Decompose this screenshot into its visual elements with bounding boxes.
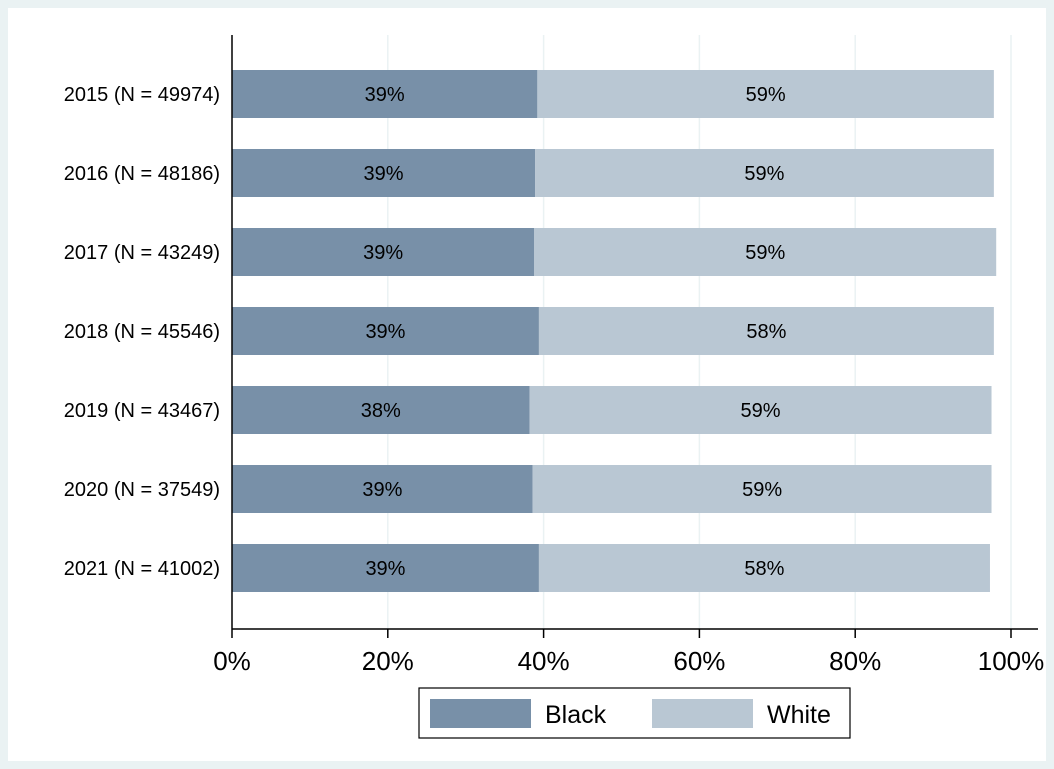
bar-white: [529, 386, 992, 434]
bar-value-label: 39%: [363, 242, 403, 264]
x-tick-label: 60%: [673, 646, 725, 676]
category-label: 2018 (N = 45546): [64, 321, 220, 343]
bar-value-label: 59%: [745, 242, 785, 264]
bar-black: [232, 70, 538, 118]
bar-value-label: 58%: [746, 321, 786, 343]
x-tick-label: 40%: [518, 646, 570, 676]
bar-white: [538, 307, 994, 355]
bar-black: [232, 544, 539, 592]
x-tick-label: 100%: [978, 646, 1045, 676]
bar-value-label: 59%: [741, 400, 781, 422]
legend-label-black: Black: [545, 701, 607, 729]
bar-black: [232, 149, 536, 197]
category-label: 2021 (N = 41002): [64, 558, 220, 580]
legend-swatch-white: [652, 699, 753, 728]
category-label: 2020 (N = 37549): [64, 479, 220, 501]
bar-value-label: 59%: [744, 163, 784, 185]
bar-value-label: 38%: [361, 400, 401, 422]
legend-swatch-black: [430, 699, 531, 728]
bar-value-label: 39%: [363, 163, 403, 185]
x-tick-label: 0%: [213, 646, 251, 676]
bar-value-label: 39%: [365, 84, 405, 106]
x-tick-label: 20%: [362, 646, 414, 676]
plot-background: [8, 8, 1046, 761]
bar-black: [232, 307, 539, 355]
bar-white: [537, 70, 994, 118]
bar-black: [232, 386, 530, 434]
legend-label-white: White: [767, 701, 831, 729]
bar-white: [532, 465, 992, 513]
bar-value-label: 39%: [365, 558, 405, 580]
bar-value-label: 39%: [365, 321, 405, 343]
bar-white: [538, 544, 990, 592]
x-tick-label: 80%: [829, 646, 881, 676]
bar-value-label: 39%: [362, 479, 402, 501]
bar-value-label: 59%: [746, 84, 786, 106]
category-label: 2016 (N = 48186): [64, 163, 220, 185]
category-label: 2017 (N = 43249): [64, 242, 220, 264]
bar-black: [232, 228, 535, 276]
bar-white: [534, 228, 997, 276]
bar-black: [232, 465, 533, 513]
bar-white: [535, 149, 994, 197]
bar-value-label: 59%: [742, 479, 782, 501]
category-label: 2015 (N = 49974): [64, 84, 220, 106]
category-label: 2019 (N = 43467): [64, 400, 220, 422]
bar-value-label: 58%: [744, 558, 784, 580]
